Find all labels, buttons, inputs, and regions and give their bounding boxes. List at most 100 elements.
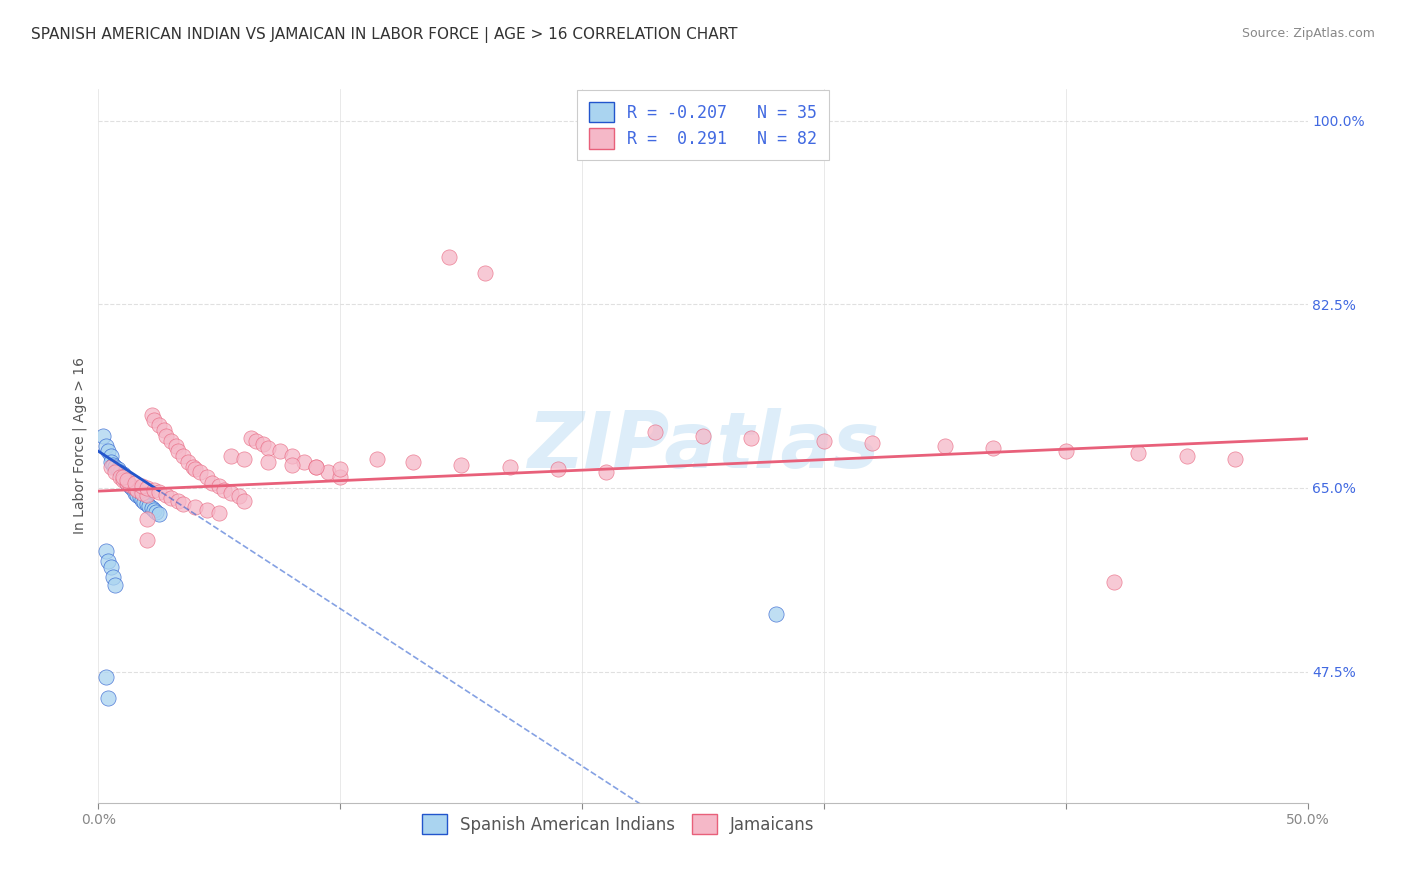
Point <box>172 497 194 511</box>
Point <box>402 455 425 469</box>
Point <box>239 431 262 445</box>
Point <box>124 486 146 500</box>
Point <box>450 458 472 472</box>
Point <box>316 465 339 479</box>
Point <box>148 417 170 432</box>
Point <box>124 475 146 490</box>
Point <box>117 475 139 490</box>
Point <box>256 441 278 455</box>
Point <box>131 492 153 507</box>
Point <box>692 428 714 442</box>
Point <box>111 470 134 484</box>
Point <box>141 500 163 515</box>
Point <box>135 512 157 526</box>
Text: SPANISH AMERICAN INDIAN VS JAMAICAN IN LABOR FORCE | AGE > 16 CORRELATION CHART: SPANISH AMERICAN INDIAN VS JAMAICAN IN L… <box>31 27 737 43</box>
Point <box>160 434 183 448</box>
Point <box>124 481 146 495</box>
Point <box>305 460 328 475</box>
Point <box>474 266 496 280</box>
Point <box>111 470 134 484</box>
Point <box>148 507 170 521</box>
Point <box>135 497 157 511</box>
Point <box>281 458 304 472</box>
Point <box>101 570 124 584</box>
Point <box>101 458 124 472</box>
Point <box>765 607 787 621</box>
Text: Source: ZipAtlas.com: Source: ZipAtlas.com <box>1241 27 1375 40</box>
Point <box>108 465 131 479</box>
Point <box>1223 451 1246 466</box>
Point <box>118 478 141 492</box>
Point <box>127 483 149 497</box>
Point <box>245 434 267 448</box>
Text: ZIPatlas: ZIPatlas <box>527 408 879 484</box>
Point <box>124 483 146 497</box>
Point <box>111 467 134 482</box>
Point <box>208 479 231 493</box>
Point <box>740 431 762 445</box>
Point <box>437 250 460 264</box>
Point <box>155 428 177 442</box>
Point <box>104 577 127 591</box>
Point <box>208 506 231 520</box>
Point <box>108 470 131 484</box>
Point <box>813 434 835 448</box>
Point <box>94 439 117 453</box>
Point <box>595 465 617 479</box>
Point <box>305 460 328 475</box>
Point <box>114 473 136 487</box>
Point <box>141 408 163 422</box>
Point <box>117 475 139 490</box>
Point <box>100 559 122 574</box>
Point <box>143 483 166 497</box>
Point <box>135 481 157 495</box>
Point <box>366 451 388 466</box>
Point <box>94 544 117 558</box>
Point <box>148 485 170 500</box>
Point <box>94 670 117 684</box>
Point <box>177 455 200 469</box>
Point <box>135 533 157 548</box>
Point <box>195 470 218 484</box>
Point <box>165 439 187 453</box>
Point <box>184 462 207 476</box>
Point <box>329 462 352 476</box>
Point <box>152 423 174 437</box>
Point <box>127 488 149 502</box>
Point <box>195 503 218 517</box>
Point <box>97 554 120 568</box>
Point <box>135 488 157 502</box>
Point <box>145 505 167 519</box>
Point <box>498 460 520 475</box>
Point <box>292 455 315 469</box>
Point <box>172 450 194 464</box>
Point <box>167 493 190 508</box>
Point <box>221 486 243 500</box>
Point <box>221 450 243 464</box>
Point <box>100 460 122 475</box>
Point <box>107 462 129 476</box>
Point <box>256 455 278 469</box>
Point <box>201 475 224 490</box>
Point <box>97 690 120 705</box>
Point <box>121 481 143 495</box>
Point <box>111 473 134 487</box>
Point <box>97 444 120 458</box>
Point <box>91 428 114 442</box>
Point <box>547 462 569 476</box>
Point <box>232 493 254 508</box>
Point <box>160 491 183 506</box>
Point <box>131 479 153 493</box>
Point <box>981 441 1004 455</box>
Legend: Spanish American Indians, Jamaicans: Spanish American Indians, Jamaicans <box>412 804 825 845</box>
Point <box>100 450 122 464</box>
Point <box>104 460 127 475</box>
Y-axis label: In Labor Force | Age > 16: In Labor Force | Age > 16 <box>73 358 87 534</box>
Point <box>1054 444 1077 458</box>
Point <box>232 451 254 466</box>
Point <box>117 473 139 487</box>
Point <box>131 486 153 500</box>
Point <box>118 479 141 493</box>
Point <box>329 470 352 484</box>
Point <box>167 444 190 458</box>
